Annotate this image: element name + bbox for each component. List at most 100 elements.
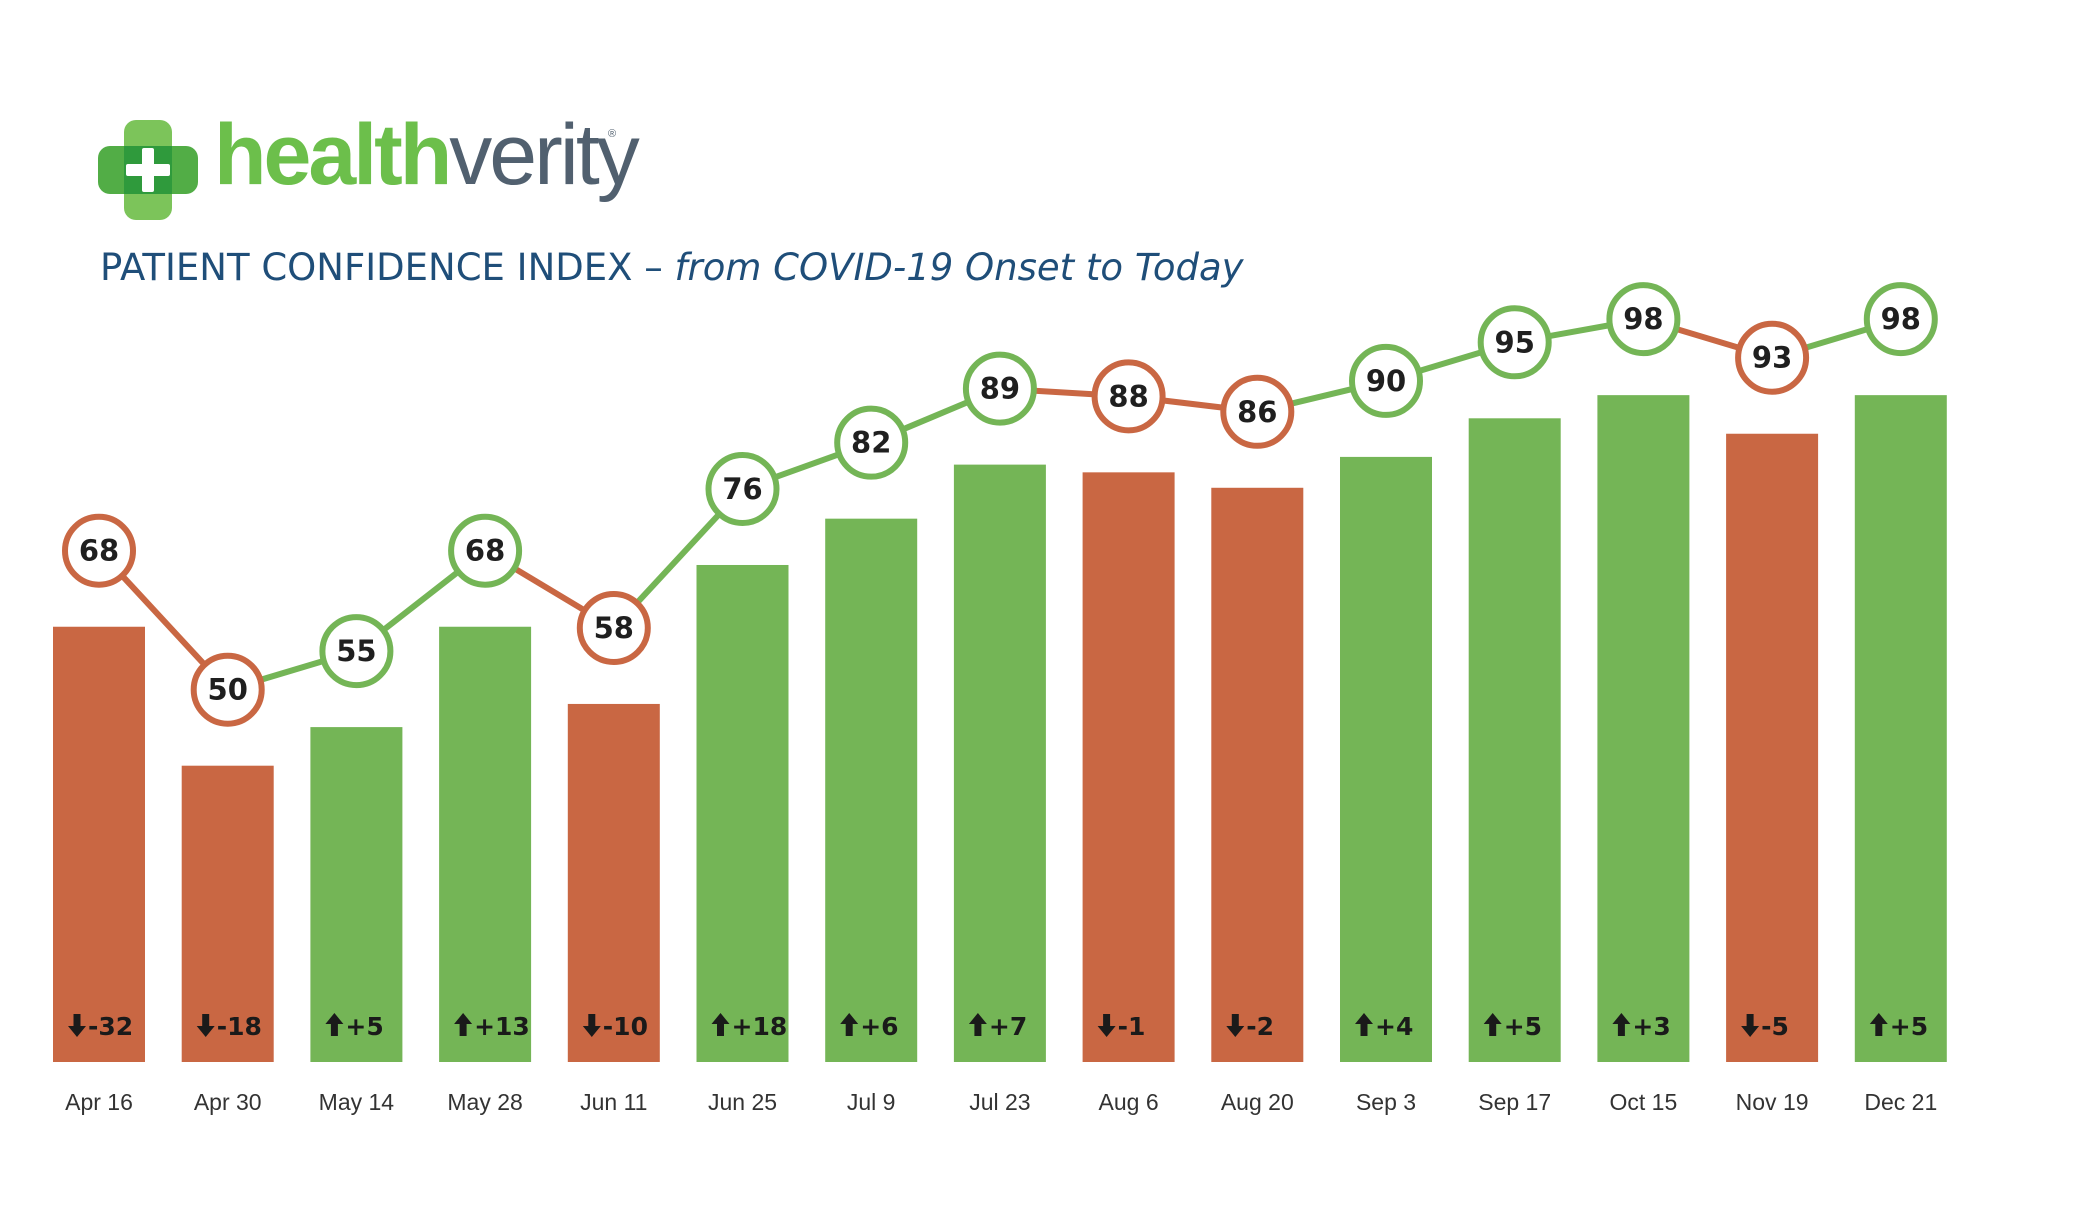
category-label-10: Sep 3 [1356,1089,1416,1115]
value-marker-11 [1477,305,1552,380]
value-marker-14 [1863,282,1938,357]
value-marker-5 [705,451,780,526]
change-label-0: -32 [88,1012,133,1041]
chart-title-main: PATIENT CONFIDENCE INDEX – [100,246,675,289]
bar-14 [1854,395,1947,1062]
value-marker-1 [190,652,265,727]
arrow-down-icon [1226,1014,1245,1037]
arrow-up-icon [325,1013,344,1036]
value-label-8: 88 [1108,379,1148,413]
arrow-up-icon [711,1013,730,1036]
category-label-13: Nov 19 [1736,1089,1809,1115]
category-label-9: Aug 20 [1221,1089,1294,1115]
category-label-5: Jun 25 [708,1089,777,1115]
category-label-14: Dec 21 [1864,1089,1937,1115]
category-label-1: Apr 30 [194,1089,262,1115]
change-label-14: +5 [1890,1012,1928,1041]
value-marker-6 [834,405,909,480]
value-label-0: 68 [79,534,119,568]
category-label-4: Jun 11 [580,1089,647,1115]
value-label-5: 76 [722,472,762,506]
bar-9 [1211,487,1304,1062]
value-marker-13 [1735,320,1810,395]
change-label-7: +7 [989,1012,1027,1041]
brand-name-health: health [214,107,452,203]
category-label-7: Jul 23 [969,1089,1030,1115]
arrow-down-icon [582,1014,601,1037]
bar-7 [953,464,1046,1062]
value-label-6: 82 [851,426,891,460]
value-marker-8 [1091,359,1166,434]
category-label-8: Aug 6 [1099,1089,1159,1115]
category-label-12: Oct 15 [1610,1089,1678,1115]
value-label-2: 55 [336,634,376,668]
arrow-up-icon [1869,1013,1888,1036]
change-label-2: +5 [345,1012,383,1041]
healthverity-logo: healthverity ® [96,112,640,228]
arrow-down-icon [1097,1014,1116,1037]
arrow-down-icon [196,1014,215,1037]
bar-4 [567,703,660,1062]
change-label-9: -2 [1246,1012,1274,1041]
value-label-3: 68 [465,534,505,568]
value-marker-3 [448,513,523,588]
value-label-7: 89 [980,372,1020,406]
bar-6 [825,518,918,1062]
value-marker-2 [319,614,394,689]
value-marker-10 [1349,343,1423,418]
bar-13 [1726,433,1819,1062]
bar-10 [1340,456,1432,1062]
value-label-1: 50 [208,673,248,707]
bar-8 [1082,472,1175,1063]
bar-5 [696,564,789,1062]
value-label-11: 95 [1495,325,1535,359]
value-label-9: 86 [1237,395,1277,429]
chart-title-sub: from COVID-19 Onset to Today [674,246,1244,289]
category-label-3: May 28 [447,1089,522,1115]
bar-12 [1597,395,1690,1062]
brand-wordmark: healthverity [214,112,640,198]
arrow-up-icon [454,1013,473,1036]
bar-1 [181,765,274,1062]
value-label-14: 98 [1881,302,1921,336]
change-label-11: +5 [1504,1012,1542,1041]
change-label-13: -5 [1761,1012,1789,1041]
arrow-down-icon [1741,1014,1760,1037]
value-marker-9 [1220,374,1295,449]
change-label-1: -18 [217,1012,262,1041]
category-label-11: Sep 17 [1478,1089,1551,1115]
category-label-2: May 14 [319,1089,395,1115]
arrow-up-icon [968,1013,987,1036]
arrow-up-icon [1612,1013,1631,1036]
arrow-up-icon [840,1013,859,1036]
value-marker-12 [1606,282,1681,357]
change-label-12: +3 [1632,1012,1670,1041]
bar-11 [1468,418,1561,1062]
value-label-12: 98 [1623,302,1663,336]
change-label-6: +6 [860,1012,898,1041]
brand-name-verity: verity [449,107,639,203]
arrow-down-icon [68,1014,86,1037]
change-label-4: -10 [603,1012,648,1041]
bar-3 [439,626,532,1062]
value-marker-0 [62,513,136,588]
arrow-up-icon [1355,1013,1373,1036]
healthverity-cross-logo-icon [98,120,198,220]
value-marker-7 [962,351,1037,426]
value-label-10: 90 [1366,364,1406,398]
change-label-8: -1 [1118,1012,1146,1041]
chart-title: PATIENT CONFIDENCE INDEX – from COVID-19… [100,246,1244,289]
value-label-13: 93 [1752,341,1792,375]
registered-mark: ® [608,128,617,140]
change-label-10: +4 [1375,1012,1413,1041]
category-label-0: Apr 16 [65,1089,133,1115]
category-label-6: Jul 9 [847,1089,896,1115]
bar-0 [53,626,145,1062]
change-label-3: +13 [474,1012,530,1041]
change-label-5: +18 [732,1012,788,1041]
value-marker-4 [576,590,651,665]
arrow-up-icon [1483,1013,1502,1036]
bar-2 [310,727,403,1062]
value-label-4: 58 [594,611,634,645]
